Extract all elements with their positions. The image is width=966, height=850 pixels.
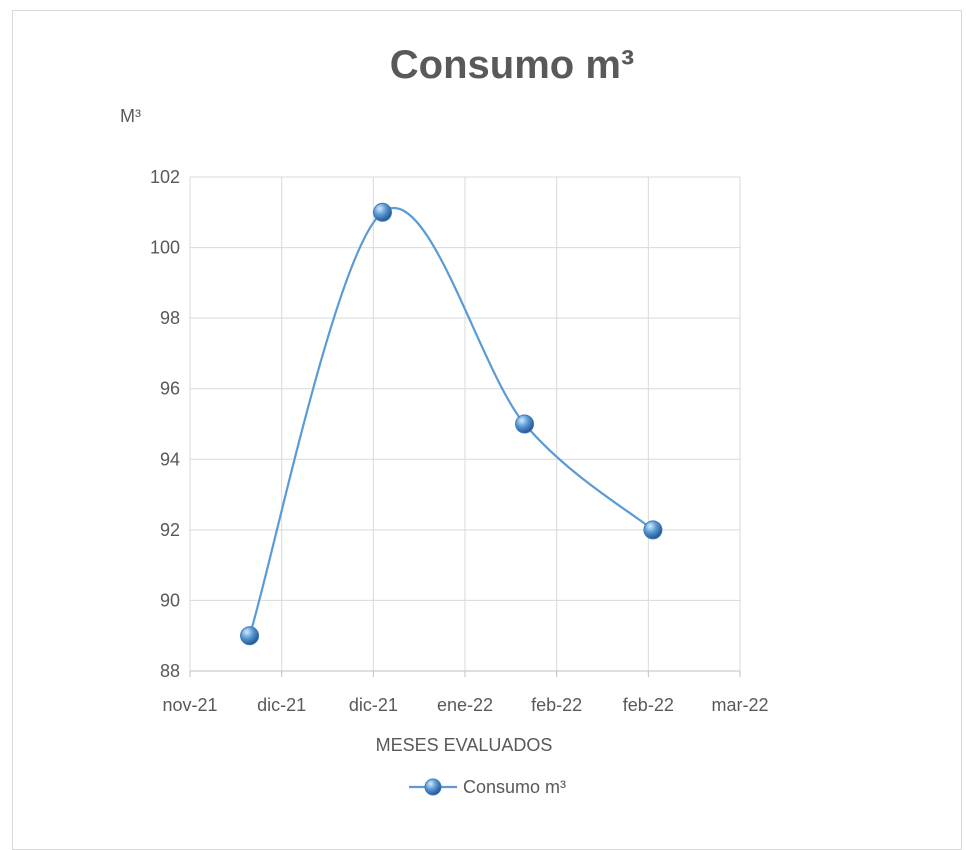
y-tick-label: 92 [160, 520, 180, 540]
y-tick-label: 96 [160, 379, 180, 399]
x-tick-labels: nov-21 dic-21 dic-21 ene-22 feb-22 feb-22 mar-… [162, 695, 768, 715]
x-tick-label: ene-22 [437, 695, 493, 715]
x-tick-label: mar-22 [711, 695, 768, 715]
legend: Consumo m³ [409, 777, 566, 797]
legend-label: Consumo m³ [463, 777, 566, 797]
x-axis-label: MESES EVALUADOS [376, 735, 553, 755]
x-tick-label: feb-22 [623, 695, 674, 715]
data-point-marker [373, 202, 392, 222]
y-tick-label: 88 [160, 661, 180, 681]
data-point-marker [240, 626, 260, 646]
x-tick-label: dic-21 [349, 695, 398, 715]
y-tick-label: 100 [150, 238, 180, 258]
y-axis-label: M³ [120, 106, 141, 126]
y-tick-label: 98 [160, 308, 180, 328]
x-tick-label: nov-21 [162, 695, 217, 715]
y-tick-label: 90 [160, 590, 180, 610]
chart-title: Consumo m³ [390, 43, 634, 87]
y-tick-label: 102 [150, 167, 180, 187]
legend-marker-icon [424, 778, 442, 796]
y-tick-label: 94 [160, 449, 180, 469]
gridlines [189, 176, 741, 677]
data-point-marker [515, 414, 535, 434]
x-tick-label: dic-21 [257, 695, 306, 715]
x-tick-label: feb-22 [531, 695, 582, 715]
data-point-marker [643, 520, 663, 540]
chart-frame [12, 10, 962, 850]
y-tick-labels: 88 90 92 94 96 98 100 102 [150, 167, 180, 681]
series-line [248, 207, 654, 637]
series-markers [240, 202, 663, 646]
